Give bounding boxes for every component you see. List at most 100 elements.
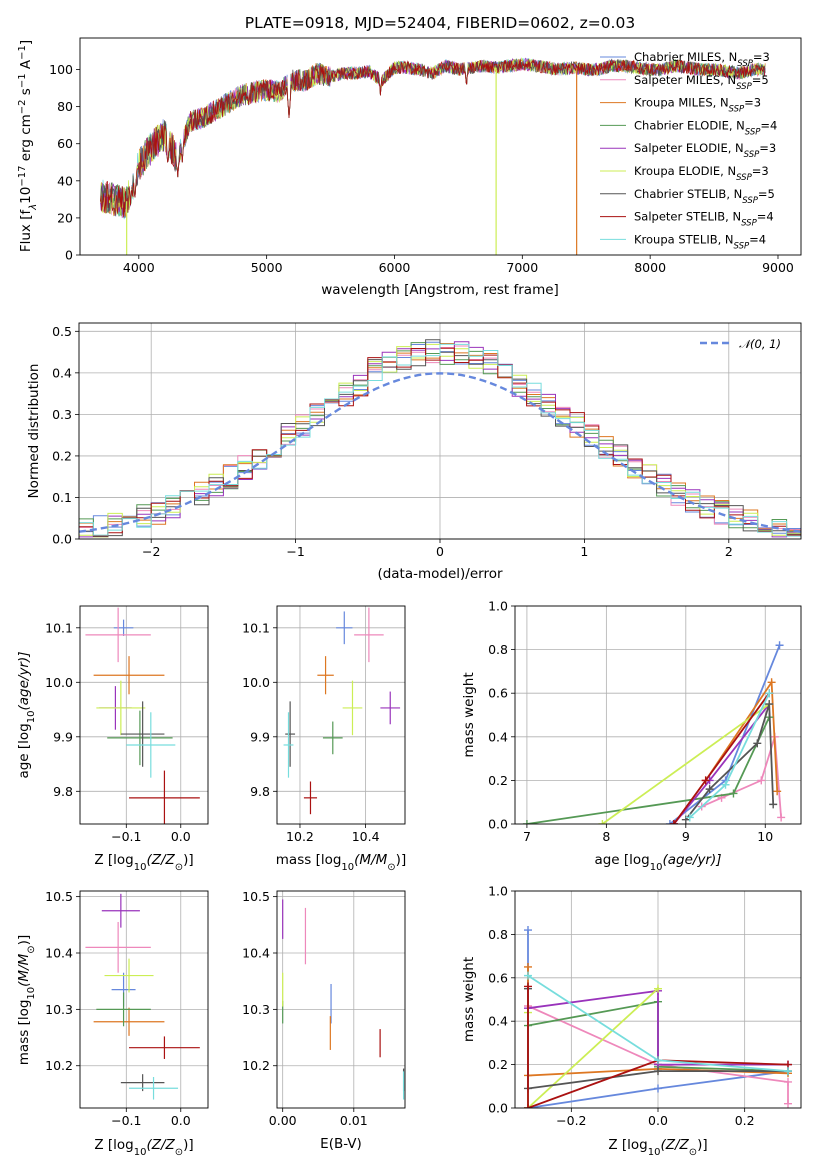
x-tick-label: 2 [725,544,733,559]
age-mass-x-label-part: (M/M [354,852,387,868]
mass-weight-line [685,703,775,821]
y-tick-label: 10.0 [242,675,270,690]
spectrum-y-label-part: −1 [17,73,28,88]
y-tick-label: 10.4 [242,946,270,961]
mass-weight-marker [524,962,532,971]
mass-weight-marker [769,800,778,809]
spectrum-y-label-part: −1 [17,45,28,60]
mass-weight-marker [654,1056,662,1065]
age-z-x-label-part: 10 [134,862,147,873]
y-tick-label: 80 [57,99,73,114]
legend-model-name: Chabrier ELODIE, N [634,118,745,132]
mass-z-y-label-part: )] [16,935,32,946]
mass-weight-marker [721,780,730,789]
spectrum-y-label-part: A [18,59,34,73]
legend-nssp: =3 [752,164,769,178]
x-tick-label: 0.0 [171,1113,191,1128]
axes-frame [276,605,406,825]
mass-weight-marker [757,776,766,785]
y-tick-label: 1.0 [488,884,508,899]
legend-nssp: =3 [744,96,761,110]
mass-weight-marker [701,776,710,785]
legend-entry: Kroupa STELIB, NSSP=4 [634,232,766,251]
y-tick-label: 20 [57,210,73,225]
y-tick-label: 0.6 [488,970,508,985]
mass-weight-marker [767,678,776,687]
legend-entry: Kroupa MILES, NSSP=3 [634,96,761,115]
mw-z-x-label-part: )] [697,1137,708,1153]
y-tick-label: 0.1 [52,490,72,505]
legend-model-name: Salpeter STELIB, N [634,210,741,224]
legend-subscript: SSP [742,196,758,206]
spectrum-y-label-part: −17 [17,166,28,187]
y-tick-label: 10.2 [242,1058,270,1073]
mass-weight-marker [522,820,531,824]
x-tick-label: 0.0 [171,829,191,844]
x-tick-label: −2 [142,544,160,559]
spectrum-plot: 4000 5000 6000 7000 8000 9000 0 20 40 60 80 100 Chab… [17,37,802,298]
x-tick-label: 0.00 [269,1113,297,1128]
grid [277,606,405,824]
mass-weight-marker [729,789,738,798]
x-tick-label: 5000 [251,260,283,275]
mass-weight-line [527,1005,789,1104]
mw-z-x-label-part: 10 [648,1147,661,1158]
mass-z-x-label-part: )] [183,1137,194,1153]
legend-subscript: SSP [736,82,752,92]
age-z-y-label-part: (age/yr)] [16,651,32,710]
mass-weight-marker [665,820,674,824]
y-tick-label: 10.5 [45,889,73,904]
mw-age-x-label-part: age [log [594,852,649,868]
mw-z-x-label-part: Z [log [608,1137,647,1153]
legend-nssp: =4 [757,210,774,224]
x-tick-label: 9000 [762,260,794,275]
y-tick-label: 0.4 [488,1014,508,1029]
mass-weight-vs-age-plot: 7 8 9 10 0.0 0.2 0.4 0.6 0.8 1.0 mass weight age [l… [461,599,802,873]
age-mass-x-label: mass [log10(M/M⊙)] [276,852,406,873]
mass-weight-marker [654,1084,662,1093]
mass-weight-marker [654,1067,662,1076]
x-tick-label: 1 [580,544,588,559]
plot-area [524,926,792,1108]
x-tick-label: −0.2 [556,1113,586,1128]
plot-area [100,57,766,255]
y-tick-label: 9.9 [53,729,73,744]
plot-area [283,607,401,815]
axes-frame [514,605,802,825]
mass-weight-marker [765,689,774,698]
x-tick-label: 7000 [506,260,538,275]
histogram-y-label: Normed distribution [26,364,42,499]
y-tick-label: 10.3 [242,1002,270,1017]
mass-ebv-x-label: E(B-V) [320,1136,362,1152]
y-tick-label: 10.1 [242,620,270,635]
x-tick-label: −1 [286,544,304,559]
y-tick-label: 0.4 [52,365,72,380]
age-z-y-label: age [log10(age/yr)] [16,651,37,778]
age-vs-metallicity-plot: −0.1 0.09.89.910.010.1Z [log10(Z/Z⊙)]age … [16,605,209,873]
legend-entry: Kroupa ELODIE, NSSP=3 [634,164,769,183]
age-vs-mass-plot: 10.2 10.4 9.8 9.9 10.0 10.1 mass [log10(M/M⊙)] [242,605,406,873]
mass-weight-marker [784,1099,792,1108]
legend-entry: Salpeter MILES, NSSP=5 [634,73,769,92]
axes-frame [79,37,802,256]
legend-subscript: SSP [745,127,761,137]
legend-entry: Chabrier STELIB, NSSP=5 [634,187,775,206]
mass-weight-line [673,692,770,824]
mass-z-y-label-part: 10 [26,987,37,1000]
legend-subscript: SSP [736,173,752,183]
x-tick-label: 6000 [379,260,411,275]
mass-weight-marker [598,820,607,824]
age-z-y-label-part: 10 [26,711,37,724]
y-tick-label: 0.8 [488,927,508,942]
mass-z-x-label-part: 10 [134,1147,147,1158]
age-z-x-label-part: (Z/Z [146,852,175,868]
x-tick-label: 8 [602,829,610,844]
y-tick-label: 0.6 [488,686,508,701]
mw-age-x-label-part: (age/yr)] [662,852,721,868]
y-tick-label: 0.8 [488,642,508,657]
mass-weight-marker [777,813,786,822]
age-mass-x-label-part: )] [396,852,407,868]
mass-weight-vs-metallicity-plot: −0.2 0.0 0.2 0.0 0.2 0.4 0.6 0.8 1.0 mass weight Z… [461,884,802,1158]
